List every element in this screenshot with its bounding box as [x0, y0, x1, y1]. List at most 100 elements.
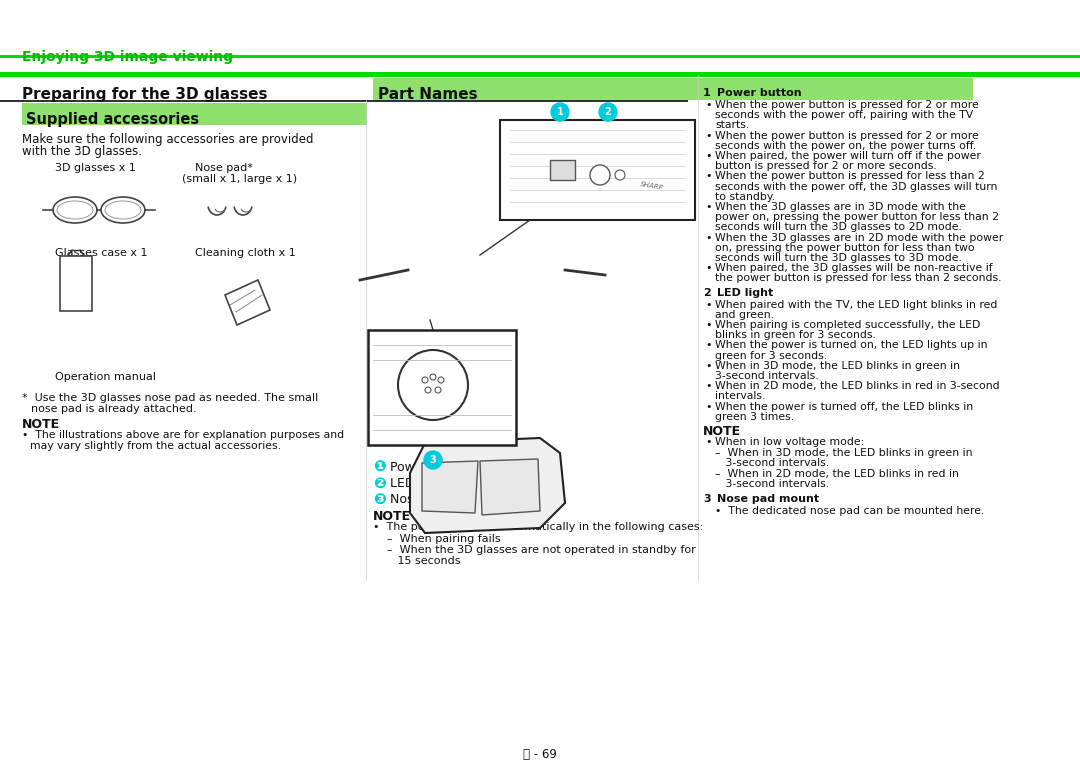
Text: When the power button is pressed for less than 2: When the power button is pressed for les…	[715, 172, 985, 182]
Text: •: •	[705, 100, 712, 110]
Text: power on, pressing the power button for less than 2: power on, pressing the power button for …	[715, 212, 999, 222]
Text: 1: 1	[703, 88, 711, 98]
Text: 3-second intervals.: 3-second intervals.	[715, 479, 829, 489]
Text: When the power button is pressed for 2 or more: When the power button is pressed for 2 o…	[715, 130, 978, 140]
Text: 3: 3	[703, 494, 711, 504]
Text: Power button: Power button	[717, 88, 801, 98]
Text: 3-second intervals.: 3-second intervals.	[715, 458, 829, 468]
Text: SHARP: SHARP	[640, 181, 664, 191]
Text: •: •	[705, 320, 712, 330]
Bar	[368, 330, 516, 445]
Text: 3: 3	[430, 455, 436, 465]
Text: When in 2D mode, the LED blinks in red in 3-second: When in 2D mode, the LED blinks in red i…	[715, 382, 1000, 391]
Text: When the 3D glasses are in 3D mode with the: When the 3D glasses are in 3D mode with …	[715, 202, 966, 212]
Text: •: •	[705, 437, 712, 447]
Text: Glasses case x 1: Glasses case x 1	[55, 248, 148, 258]
Text: Part Names: Part Names	[378, 87, 477, 102]
Text: •: •	[705, 340, 712, 350]
Text: 3D glasses x 1: 3D glasses x 1	[55, 163, 136, 173]
Text: –  When in 3D mode, the LED blinks in green in: – When in 3D mode, the LED blinks in gre…	[715, 448, 972, 458]
Text: Operation manual: Operation manual	[55, 372, 156, 382]
Text: the power button is pressed for less than 2 seconds.: the power button is pressed for less tha…	[715, 273, 1001, 283]
Text: Cleaning cloth x 1: Cleaning cloth x 1	[195, 248, 296, 258]
Text: When the power button is pressed for 2 or more: When the power button is pressed for 2 o…	[715, 100, 978, 110]
Text: 2: 2	[605, 107, 611, 117]
Circle shape	[615, 170, 625, 180]
Text: •: •	[705, 300, 712, 310]
Text: –  When pairing fails: – When pairing fails	[373, 533, 501, 543]
Text: NOTE: NOTE	[22, 418, 60, 431]
Text: –  When in 2D mode, the LED blinks in red in: – When in 2D mode, the LED blinks in red…	[715, 468, 959, 478]
Text: •: •	[705, 263, 712, 273]
Circle shape	[424, 451, 442, 469]
Text: LED light: LED light	[717, 288, 773, 298]
Text: •: •	[705, 172, 712, 182]
Text: 2: 2	[703, 288, 711, 298]
Text: •: •	[705, 401, 712, 411]
Text: ⒧ - 69: ⒧ - 69	[523, 748, 557, 761]
Text: on, pressing the power button for less than two: on, pressing the power button for less t…	[715, 243, 974, 253]
Circle shape	[551, 103, 569, 121]
Text: *  Use the 3D glasses nose pad as needed. The small: * Use the 3D glasses nose pad as needed.…	[22, 393, 319, 403]
Text: (small x 1, large x 1): (small x 1, large x 1)	[183, 174, 297, 184]
Text: •: •	[705, 202, 712, 212]
Bar	[550, 160, 575, 180]
Text: seconds with the power off, pairing with the TV: seconds with the power off, pairing with…	[715, 110, 973, 121]
Text: •: •	[705, 130, 712, 140]
Text: When paired, the 3D glasses will be non-reactive if: When paired, the 3D glasses will be non-…	[715, 263, 993, 273]
Text: –  When the 3D glasses are not operated in standby for: – When the 3D glasses are not operated i…	[373, 545, 696, 555]
Text: When the 3D glasses are in 2D mode with the power: When the 3D glasses are in 2D mode with …	[715, 233, 1003, 243]
Text: 1: 1	[556, 107, 564, 117]
Text: •: •	[705, 233, 712, 243]
Text: When pairing is completed successfully, the LED: When pairing is completed successfully, …	[715, 320, 981, 330]
Text: ❸: ❸	[373, 492, 386, 507]
Text: •: •	[705, 382, 712, 391]
Text: •  The dedicated nose pad can be mounted here.: • The dedicated nose pad can be mounted …	[715, 507, 984, 517]
Text: When paired, the power will turn off if the power: When paired, the power will turn off if …	[715, 151, 981, 161]
Text: •  The illustrations above are for explanation purposes and: • The illustrations above are for explan…	[22, 430, 345, 440]
Text: Nose pad: Nose pad	[390, 493, 449, 506]
Text: •: •	[705, 151, 712, 161]
Text: ❶: ❶	[373, 460, 386, 475]
Text: Make sure the following accessories are provided: Make sure the following accessories are …	[22, 133, 313, 146]
Text: When the power is turned off, the LED blinks in: When the power is turned off, the LED bl…	[715, 401, 973, 411]
Text: Nose pad*: Nose pad*	[195, 163, 253, 173]
Text: to standby.: to standby.	[715, 192, 775, 201]
Text: NOTE: NOTE	[373, 510, 411, 523]
Text: Enjoying 3D image viewing: Enjoying 3D image viewing	[22, 50, 233, 64]
Text: NOTE: NOTE	[703, 425, 741, 438]
Text: Preparing for the 3D glasses: Preparing for the 3D glasses	[22, 87, 268, 102]
Text: green for 3 seconds.: green for 3 seconds.	[715, 351, 827, 361]
Text: When the power is turned on, the LED lights up in: When the power is turned on, the LED lig…	[715, 340, 987, 350]
Bar	[0, 55, 1080, 58]
Text: seconds will turn the 3D glasses to 2D mode.: seconds will turn the 3D glasses to 2D m…	[715, 222, 962, 233]
Text: seconds with the power off, the 3D glasses will turn: seconds with the power off, the 3D glass…	[715, 182, 997, 192]
Text: seconds with the power on, the power turns off.: seconds with the power on, the power tur…	[715, 141, 976, 151]
Text: and green.: and green.	[715, 310, 774, 320]
Text: Power button: Power button	[390, 461, 473, 474]
Polygon shape	[480, 459, 540, 515]
Polygon shape	[410, 438, 565, 533]
Text: When in low voltage mode:: When in low voltage mode:	[715, 437, 864, 447]
Text: intervals.: intervals.	[715, 391, 766, 401]
Text: seconds will turn the 3D glasses to 3D mode.: seconds will turn the 3D glasses to 3D m…	[715, 253, 962, 263]
Bar	[60, 256, 92, 311]
Text: starts.: starts.	[715, 121, 750, 130]
Text: may vary slightly from the actual accessories.: may vary slightly from the actual access…	[30, 441, 281, 451]
Text: •: •	[705, 361, 712, 371]
Circle shape	[599, 103, 617, 121]
Text: button is pressed for 2 or more seconds.: button is pressed for 2 or more seconds.	[715, 161, 936, 171]
Circle shape	[590, 165, 610, 185]
Text: 15 seconds: 15 seconds	[373, 556, 460, 566]
Bar	[373, 78, 973, 100]
Text: blinks in green for 3 seconds.: blinks in green for 3 seconds.	[715, 330, 876, 340]
Text: green 3 times.: green 3 times.	[715, 412, 794, 422]
Polygon shape	[422, 461, 478, 513]
Text: Supplied accessories: Supplied accessories	[26, 112, 199, 127]
Text: 3-second intervals.: 3-second intervals.	[715, 371, 819, 381]
Text: nose pad is already attached.: nose pad is already attached.	[31, 404, 197, 414]
Text: ❷: ❷	[373, 476, 386, 491]
Bar	[500, 120, 696, 220]
Text: When paired with the TV, the LED light blinks in red: When paired with the TV, the LED light b…	[715, 300, 997, 310]
Bar	[22, 103, 367, 125]
